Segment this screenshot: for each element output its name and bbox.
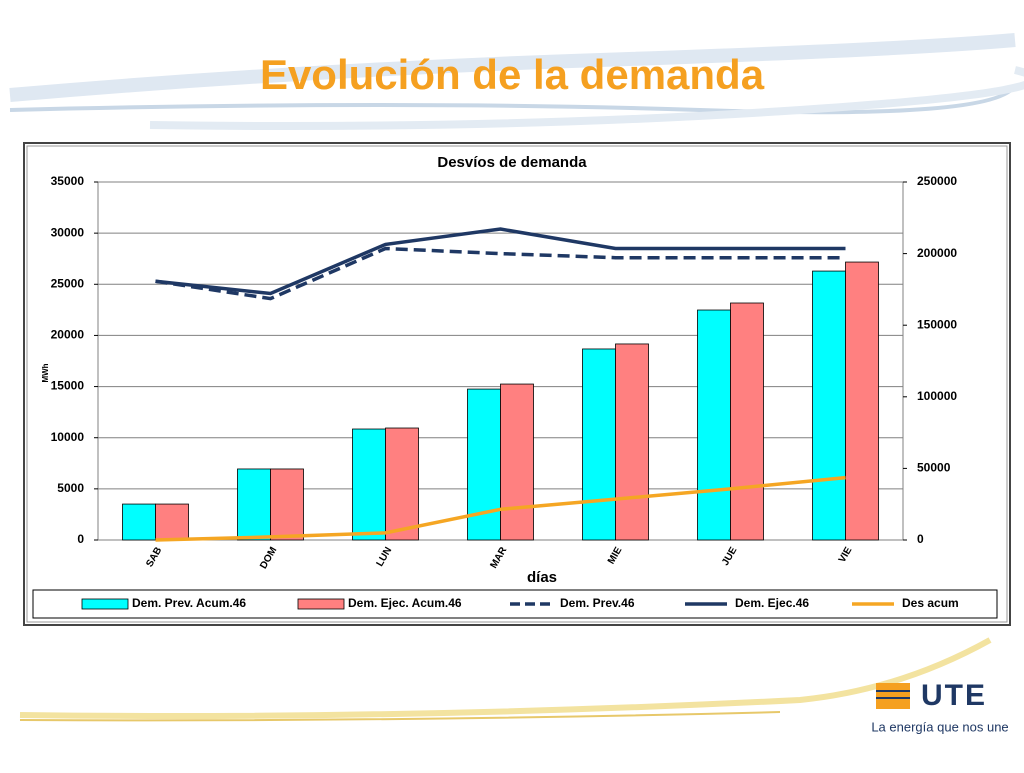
bar: [270, 468, 304, 541]
legend-label: Des acum: [902, 596, 959, 610]
legend: Dem. Prev. Acum.46 Dem. Ejec. Acum.46 Dem.…: [32, 589, 998, 619]
line: [155, 475, 846, 542]
y-tick-label: 5000: [57, 481, 84, 495]
logo: UTE La energía que nos une: [871, 679, 1008, 735]
y2-tick-label: 150000: [917, 317, 957, 331]
y2-tick-label: 0: [917, 532, 924, 546]
y-axis-label: MWh: [41, 363, 50, 382]
chart-title: Desvíos de demanda: [437, 154, 587, 171]
legend-label: Dem. Ejec. Acum.46: [348, 596, 462, 610]
bar: [352, 428, 386, 541]
legend-swatch: [297, 598, 345, 610]
y-tick-label: 15000: [51, 379, 85, 393]
y2-tick-label: 100000: [917, 389, 957, 403]
bar: [385, 427, 419, 541]
legend-label: Dem. Ejec.46: [735, 596, 809, 610]
y2-tick-label: 50000: [917, 461, 951, 475]
legend-label: Dem. Prev. Acum.46: [132, 596, 246, 610]
logo-slogan: La energía que nos une: [871, 719, 1008, 734]
bar: [155, 503, 189, 541]
y-tick-label: 35000: [51, 174, 85, 188]
slide-title: Evolución de la demanda: [260, 51, 765, 98]
y-tick-label: 0: [77, 532, 84, 546]
bar: [845, 261, 879, 541]
bar: [500, 383, 534, 541]
legend-swatch: [81, 598, 129, 610]
y2-tick-label: 250000: [917, 174, 957, 188]
bar: [730, 302, 764, 541]
chart-frame-inner: [26, 145, 1008, 623]
bar: [122, 503, 156, 541]
bar: [697, 309, 731, 541]
bar: [615, 343, 649, 541]
y-tick-label: 25000: [51, 276, 85, 290]
y-tick-label: 10000: [51, 430, 85, 444]
logo-text: UTE: [921, 679, 987, 712]
line: [155, 246, 846, 301]
bar: [467, 388, 501, 541]
background-swoosh: [9, 33, 1024, 722]
chart: Desvíos de demanda 0 5000 10000 15000 20000 25…: [32, 154, 998, 619]
y-tick-label: 20000: [51, 328, 85, 342]
line: [155, 227, 846, 296]
bar: [237, 468, 271, 541]
legend-label: Dem. Prev.46: [560, 596, 635, 610]
y-tick-label: 30000: [51, 225, 85, 239]
y2-tick-label: 200000: [917, 246, 957, 260]
bar: [812, 270, 846, 541]
bar: [582, 348, 616, 541]
x-axis-label: días: [527, 569, 557, 586]
